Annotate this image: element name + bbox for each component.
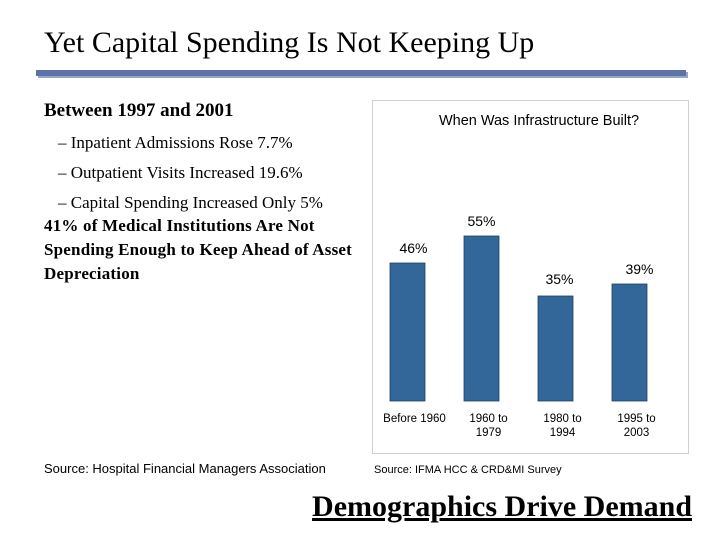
footer-banner: Demographics Drive Demand <box>312 490 692 523</box>
bar-3 <box>611 283 648 402</box>
category-label-1: 1960 to 1979 <box>469 413 507 439</box>
category-label-3-line-1: 2003 <box>624 427 650 439</box>
category-label-3: 1995 to 2003 <box>617 413 655 439</box>
value-labels-layer: 46% 55% 35% 39% <box>399 213 653 287</box>
bullet-inpatient-admissions: – Inpatient Admissions Rose 7.7% <box>58 133 293 152</box>
category-label-0: Before 1960 <box>383 413 446 425</box>
conclusion-text: 41% of Medical Institutions Are Not Spen… <box>44 216 353 283</box>
bars-layer <box>389 235 648 402</box>
source-note-ifma: Source: IFMA HCC & CRD&MI Survey <box>374 464 562 476</box>
source-note-hfma: Source: Hospital Financial Managers Asso… <box>44 461 326 476</box>
category-label-1-line-1: 1979 <box>476 427 502 439</box>
category-label-2-line-0: 1980 to <box>543 413 581 425</box>
category-labels-layer: Before 1960 1960 to 1979 1980 to 1994 1995 to… <box>383 413 656 439</box>
category-label-2: 1980 to 1994 <box>543 413 581 439</box>
bar-0 <box>389 262 426 402</box>
category-label-0-line-0: Before 1960 <box>383 413 446 425</box>
category-label-2-line-1: 1994 <box>550 427 576 439</box>
value-label-2: 35% <box>545 271 573 287</box>
bullet-outpatient-visits: – Outpatient Visits Increased 19.6% <box>58 163 303 182</box>
section-heading: Between 1997 and 2001 <box>44 100 234 121</box>
chart-title: When Was Infrastructure Built? <box>439 113 639 129</box>
bullet-list: – Inpatient Admissions Rose 7.7% – Outpa… <box>44 132 364 214</box>
title-underline-bar <box>36 70 686 76</box>
bar-1 <box>463 235 500 402</box>
category-label-1-line-0: 1960 to <box>469 413 507 425</box>
category-label-3-line-0: 1995 to <box>617 413 655 425</box>
infrastructure-bar-chart: When Was Infrastructure Built? 46% 55% 35%… <box>372 100 689 454</box>
bullet-capital-spending: – Capital Spending Increased Only 5% <box>58 193 323 212</box>
bar-2 <box>537 295 574 402</box>
slide-title: Yet Capital Spending Is Not Keeping Up <box>44 26 535 59</box>
value-label-1: 55% <box>467 213 495 229</box>
chart-canvas: When Was Infrastructure Built? 46% 55% 35%… <box>383 113 656 439</box>
value-label-3: 39% <box>625 261 653 277</box>
body-text: Between 1997 and 2001 – Inpatient Admiss… <box>44 100 364 286</box>
value-label-0: 46% <box>399 240 427 256</box>
